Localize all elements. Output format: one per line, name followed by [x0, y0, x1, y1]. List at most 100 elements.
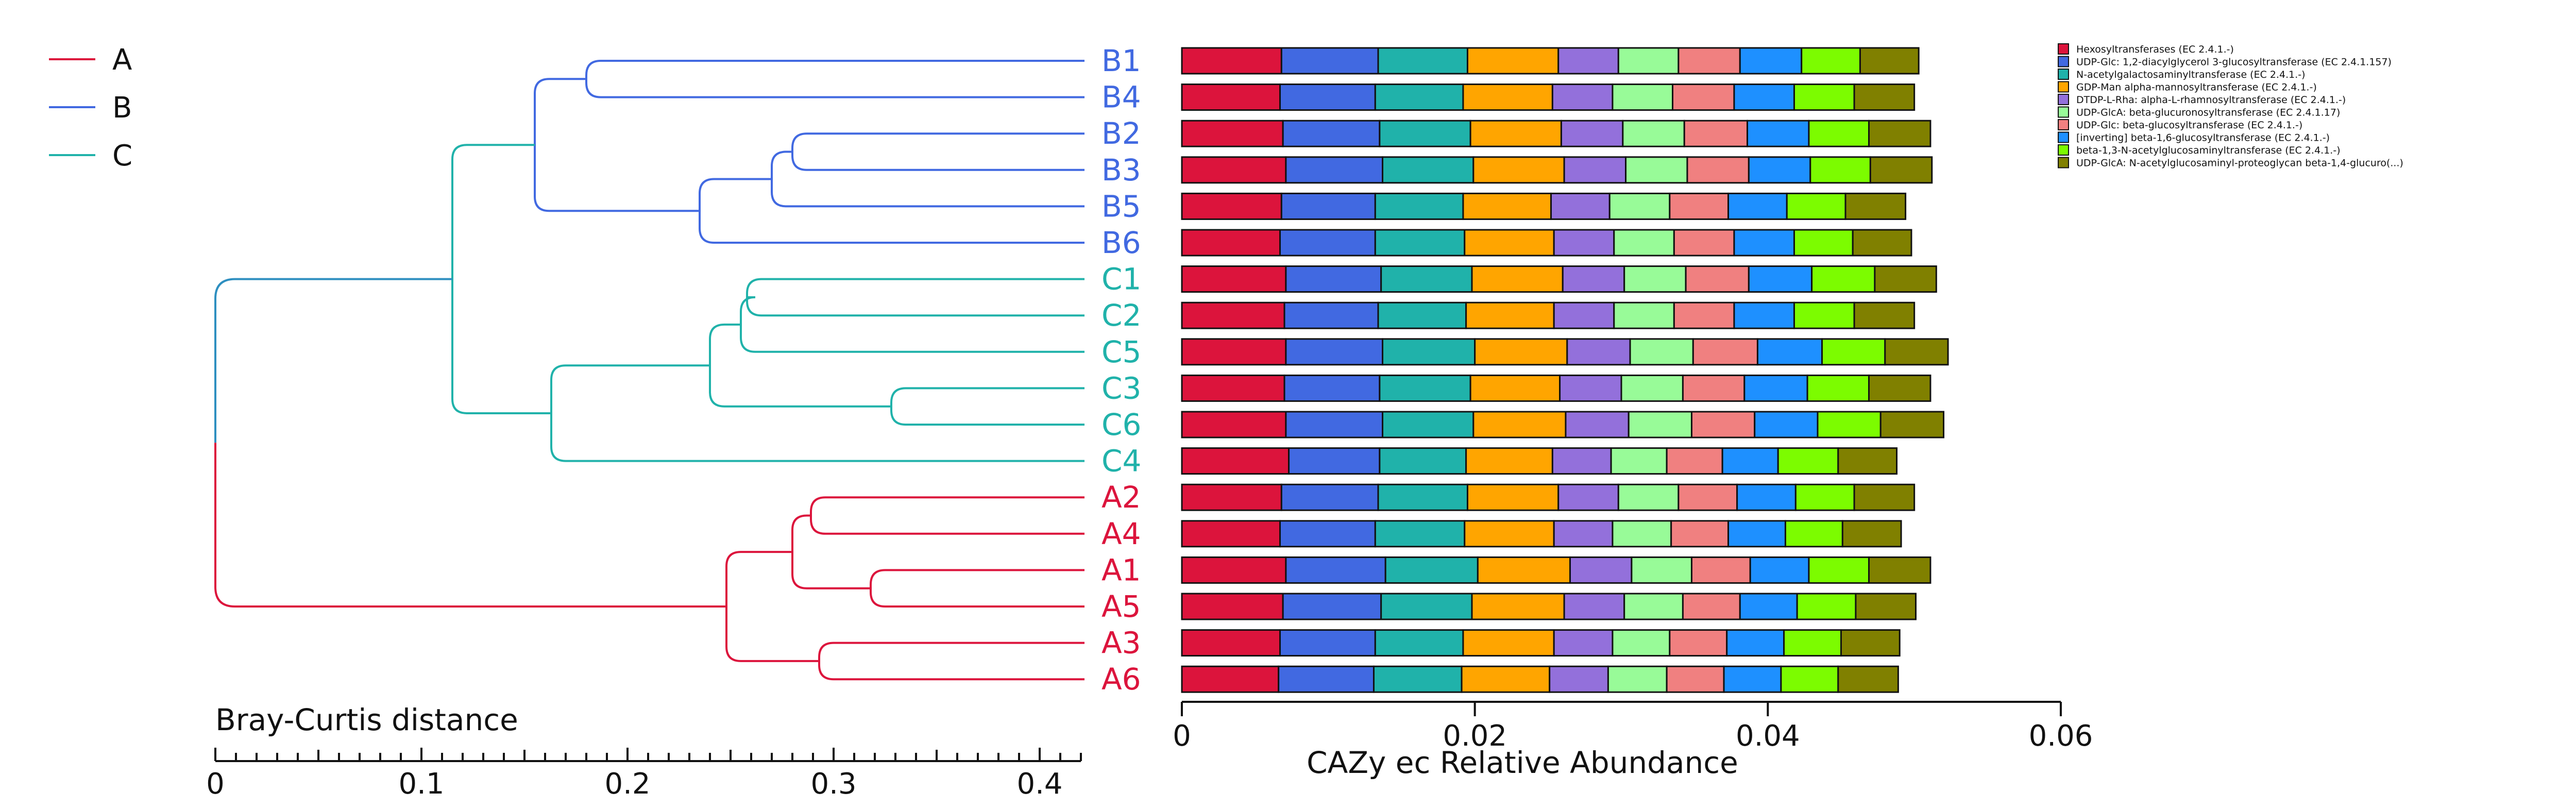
- leaf-label-B3: B3: [1101, 153, 1141, 188]
- leaf-label-B1: B1: [1101, 43, 1141, 78]
- bar-segment: [1666, 447, 1723, 475]
- bar-segment: [1748, 265, 1813, 293]
- dendrogram-link-m8: [890, 387, 1084, 426]
- bar-segment: [1801, 47, 1861, 75]
- dendrogram-link-m6: [746, 278, 1084, 317]
- bar-segment: [1821, 338, 1886, 366]
- bar-segment: [1852, 229, 1912, 257]
- bar-segment: [1181, 47, 1282, 75]
- bar-segment: [1181, 447, 1290, 475]
- bar-row-A3: [1181, 629, 1901, 657]
- cazy-legend-item: UDP-GlcA: beta-glucuronosyltransferase (…: [2058, 106, 2340, 119]
- bar-segment: [1280, 192, 1376, 220]
- bar-segment: [1733, 301, 1795, 329]
- bar-segment: [1868, 556, 1931, 584]
- bar-segment: [1372, 665, 1463, 693]
- bar-segment: [1690, 411, 1756, 439]
- bar-segment: [1553, 629, 1614, 657]
- cazy-legend-swatch: [2058, 69, 2069, 80]
- bar-segment: [1279, 229, 1376, 257]
- bar-segment: [1879, 411, 1945, 439]
- bar-segment: [1374, 192, 1464, 220]
- bar-segment: [1464, 229, 1555, 257]
- bar-segment: [1278, 665, 1375, 693]
- dendrogram-link-m4: [699, 178, 1084, 244]
- cazy-legend-item: UDP-GlcA: N-acetylglucosaminyl-proteogly…: [2058, 157, 2403, 169]
- cazy-legend: Hexosyltransferases (EC 2.4.1.-) UDP-Glc:…: [2058, 43, 2403, 169]
- bar-segment: [1749, 556, 1810, 584]
- bar-segment: [1472, 411, 1567, 439]
- bar-segment: [1743, 374, 1808, 402]
- bar-segment: [1869, 156, 1933, 184]
- bar-segment: [1380, 265, 1473, 293]
- cazy-legend-label: Hexosyltransferases (EC 2.4.1.-): [2076, 44, 2234, 55]
- dendrogram-tick-label: 0.3: [810, 767, 856, 801]
- leaf-label-C3: C3: [1101, 370, 1141, 406]
- bar-segment: [1610, 447, 1668, 475]
- bar-segment: [1786, 192, 1846, 220]
- bar-segment: [1374, 520, 1466, 548]
- bar-segment: [1465, 301, 1555, 329]
- dendrogram-link-m16: [725, 551, 819, 662]
- bar-segment: [1466, 47, 1560, 75]
- bar-segment: [1560, 120, 1624, 147]
- abundance-axis-title: CAZy ec Relative Abundance: [1307, 745, 1738, 780]
- bar-segment: [1840, 629, 1901, 657]
- bar-segment: [1474, 338, 1568, 366]
- cazy-legend-label: UDP-Glc: beta-glucosyltransferase (EC 2.…: [2076, 120, 2302, 131]
- bar-segment: [1608, 192, 1671, 220]
- leaf-label-C5: C5: [1101, 334, 1141, 369]
- dendrogram-link-m7: [740, 296, 1084, 353]
- bar-segment: [1793, 229, 1854, 257]
- bar-segment: [1670, 520, 1730, 548]
- cazy-legend-item: DTDP-L-Rha: alpha-L-rhamnosyltransferase…: [2058, 94, 2346, 106]
- dendrogram-link-m12: [810, 496, 1084, 535]
- dendrogram-link-m10: [550, 364, 1084, 462]
- bar-segment: [1285, 265, 1382, 293]
- bar-segment: [1181, 192, 1282, 220]
- bar-segment: [1279, 83, 1376, 111]
- bar-segment: [1549, 665, 1609, 693]
- bar-row-A6: [1181, 665, 1899, 693]
- bar-segment: [1754, 411, 1819, 439]
- bar-segment: [1817, 411, 1882, 439]
- bar-segment: [1686, 156, 1750, 184]
- bar-segment: [1553, 229, 1615, 257]
- leaf-label-B2: B2: [1101, 116, 1141, 151]
- bar-segment: [1853, 301, 1916, 329]
- cazy-legend-swatch: [2058, 131, 2069, 143]
- bar-segment: [1285, 156, 1384, 184]
- dendrogram-link-m3: [771, 150, 1084, 208]
- cazy-legend-label: GDP-Man alpha-mannosyltransferase (EC 2.…: [2076, 82, 2317, 93]
- cazy-legend-item: UDP-Glc: beta-glucosyltransferase (EC 2.…: [2058, 119, 2302, 131]
- bar-segment: [1181, 83, 1281, 111]
- bar-segment: [1721, 447, 1779, 475]
- bar-segment: [1285, 338, 1384, 366]
- bar-row-C1: [1181, 265, 1937, 293]
- bar-segment: [1808, 556, 1870, 584]
- abundance-tick-label: 0: [1173, 719, 1191, 753]
- leaf-label-C2: C2: [1101, 298, 1141, 333]
- dendrogram-link-m1: [585, 60, 1084, 98]
- cazy-legend-label: [inverting] beta-1,6-glucosyltransferase…: [2076, 132, 2330, 144]
- bar-segment: [1613, 301, 1675, 329]
- bar-segment: [1837, 665, 1899, 693]
- bar-segment: [1374, 229, 1466, 257]
- bar-segment: [1736, 483, 1797, 511]
- bar-segment: [1282, 593, 1382, 620]
- dendrogram-tick-label: 0.4: [1016, 767, 1062, 801]
- leaf-label-A4: A4: [1101, 516, 1141, 551]
- bar-segment: [1739, 47, 1803, 75]
- bar-row-A1: [1181, 556, 1931, 584]
- bar-segment: [1617, 483, 1680, 511]
- abundance-tick-label: 0.02: [1443, 719, 1507, 753]
- bar-row-C5: [1181, 338, 1949, 366]
- bar-segment: [1682, 374, 1745, 402]
- bar-segment: [1562, 265, 1625, 293]
- bar-segment: [1811, 265, 1876, 293]
- dendrogram-tick-label: 0.1: [398, 767, 444, 801]
- bar-segment: [1280, 47, 1379, 75]
- bar-segment: [1377, 483, 1468, 511]
- bar-segment: [1673, 229, 1735, 257]
